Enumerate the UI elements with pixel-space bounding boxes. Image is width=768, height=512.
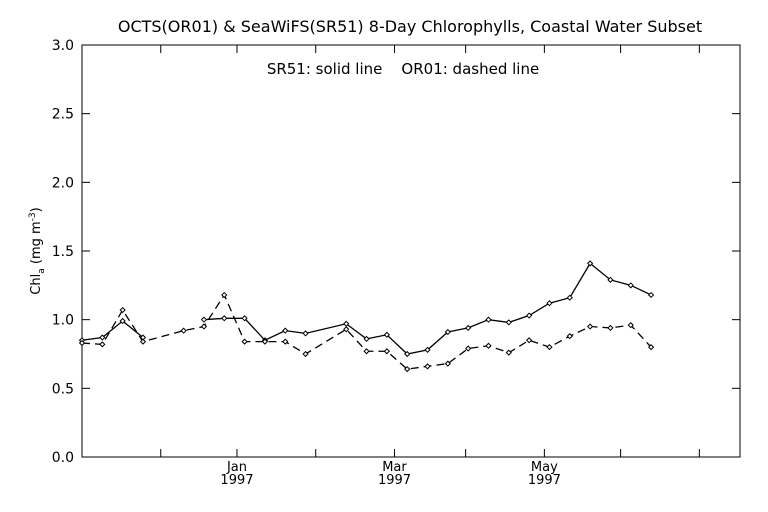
y-tick-label-6: 3.0 xyxy=(52,38,74,54)
series-layer xyxy=(78,260,655,373)
y-axis-label: Chla (mg m-3) xyxy=(28,207,47,294)
series-point-SR51-5 xyxy=(200,316,208,323)
series-point-OR01-24 xyxy=(607,324,614,332)
series-point-SR51-21 xyxy=(546,300,553,307)
y-tick-label-4: 2.0 xyxy=(52,175,74,191)
series-point-OR01-1 xyxy=(99,341,106,348)
series-point-SR51-18 xyxy=(485,316,492,323)
series-point-OR01-17 xyxy=(465,345,472,352)
x-tick-label-2: Jan xyxy=(226,460,247,475)
series-point-OR01-26 xyxy=(647,344,655,351)
series-point-OR01-5 xyxy=(200,323,208,330)
x-tick-label-4: Mar xyxy=(382,460,407,475)
series-point-SR51-9 xyxy=(282,327,289,334)
y-axis-label-close: ) xyxy=(29,207,44,212)
series-point-SR51-17 xyxy=(465,324,472,332)
y-axis-label-main: Chl xyxy=(29,274,44,295)
series-point-OR01-9 xyxy=(282,338,289,345)
series-line-SR51 xyxy=(81,262,652,355)
series-point-OR01-6 xyxy=(221,291,228,299)
series-point-OR01-4 xyxy=(180,327,187,334)
series-line-OR01 xyxy=(81,293,652,370)
series-point-OR01-0 xyxy=(78,339,86,347)
y-axis-label-exp: -3 xyxy=(28,212,38,221)
series-point-SR51-23 xyxy=(587,260,594,267)
series-point-SR51-10 xyxy=(302,330,309,337)
x-tick-label-6: May xyxy=(531,460,558,475)
y-tick-label-1: 0.5 xyxy=(52,381,74,397)
series-point-OR01-15 xyxy=(424,363,431,370)
y-tick-label-5: 2.5 xyxy=(52,107,74,123)
series-point-OR01-23 xyxy=(587,323,594,330)
series-point-OR01-22 xyxy=(566,333,573,340)
series-point-OR01-8 xyxy=(261,338,269,345)
series-point-SR51-25 xyxy=(627,282,634,289)
chart-title: OCTS(OR01) & SeaWiFS(SR51) 8-Day Chlorop… xyxy=(118,17,702,36)
series-point-OR01-12 xyxy=(363,348,370,355)
y-axis-label-unit: (mg m xyxy=(29,221,44,268)
y-tick-label-3: 1.5 xyxy=(52,244,74,260)
series-point-OR01-7 xyxy=(241,338,248,345)
series-point-SR51-15 xyxy=(424,346,431,353)
svg-text:Chla (mg m-3): Chla (mg m-3) xyxy=(28,207,47,294)
series-point-OR01-20 xyxy=(526,337,533,344)
series-point-SR51-13 xyxy=(383,331,390,338)
series-point-SR51-2 xyxy=(119,317,126,325)
series-point-SR51-12 xyxy=(363,335,370,343)
x-tick-year-6: 1997 xyxy=(528,473,561,488)
x-tick-year-2: 1997 xyxy=(220,473,253,488)
series-point-SR51-22 xyxy=(566,294,573,301)
series-point-SR51-14 xyxy=(404,350,411,358)
series-point-SR51-20 xyxy=(526,312,533,319)
x-tick-year-4: 1997 xyxy=(378,473,411,488)
series-point-OR01-2 xyxy=(119,306,126,314)
series-point-SR51-26 xyxy=(647,291,655,299)
series-point-SR51-16 xyxy=(444,328,451,336)
chart-annotation: SR51: solid line OR01: dashed line xyxy=(267,60,539,78)
series-point-OR01-19 xyxy=(505,349,512,356)
series-point-SR51-24 xyxy=(607,276,614,283)
series-point-OR01-25 xyxy=(627,322,634,329)
series-point-OR01-13 xyxy=(383,348,390,355)
plot-area xyxy=(81,44,741,458)
series-point-OR01-18 xyxy=(485,342,492,349)
series-point-OR01-10 xyxy=(302,350,309,358)
series-point-OR01-3 xyxy=(139,338,147,345)
series-point-SR51-6 xyxy=(221,315,228,322)
series-point-OR01-14 xyxy=(404,365,411,373)
series-point-OR01-11 xyxy=(343,326,350,333)
y-tick-label-2: 1.0 xyxy=(52,313,74,329)
series-point-OR01-21 xyxy=(546,344,553,351)
series-point-SR51-1 xyxy=(99,334,106,341)
series-point-SR51-19 xyxy=(505,319,512,326)
y-axis-label-sub: a xyxy=(37,268,47,274)
y-axis-ticks: 0.0 0.5 1.0 1.5 2.0 2.5 3.0 xyxy=(52,38,740,466)
series-point-SR51-7 xyxy=(241,315,248,322)
y-tick-label-0: 0.0 xyxy=(52,450,74,466)
series-point-OR01-16 xyxy=(444,360,451,367)
